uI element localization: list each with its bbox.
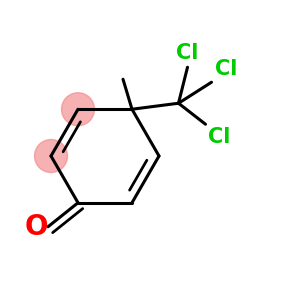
Text: Cl: Cl xyxy=(214,59,237,79)
Circle shape xyxy=(34,140,68,172)
Text: Cl: Cl xyxy=(208,127,231,147)
Text: O: O xyxy=(25,213,48,241)
Text: Cl: Cl xyxy=(176,43,199,63)
Circle shape xyxy=(61,93,94,126)
